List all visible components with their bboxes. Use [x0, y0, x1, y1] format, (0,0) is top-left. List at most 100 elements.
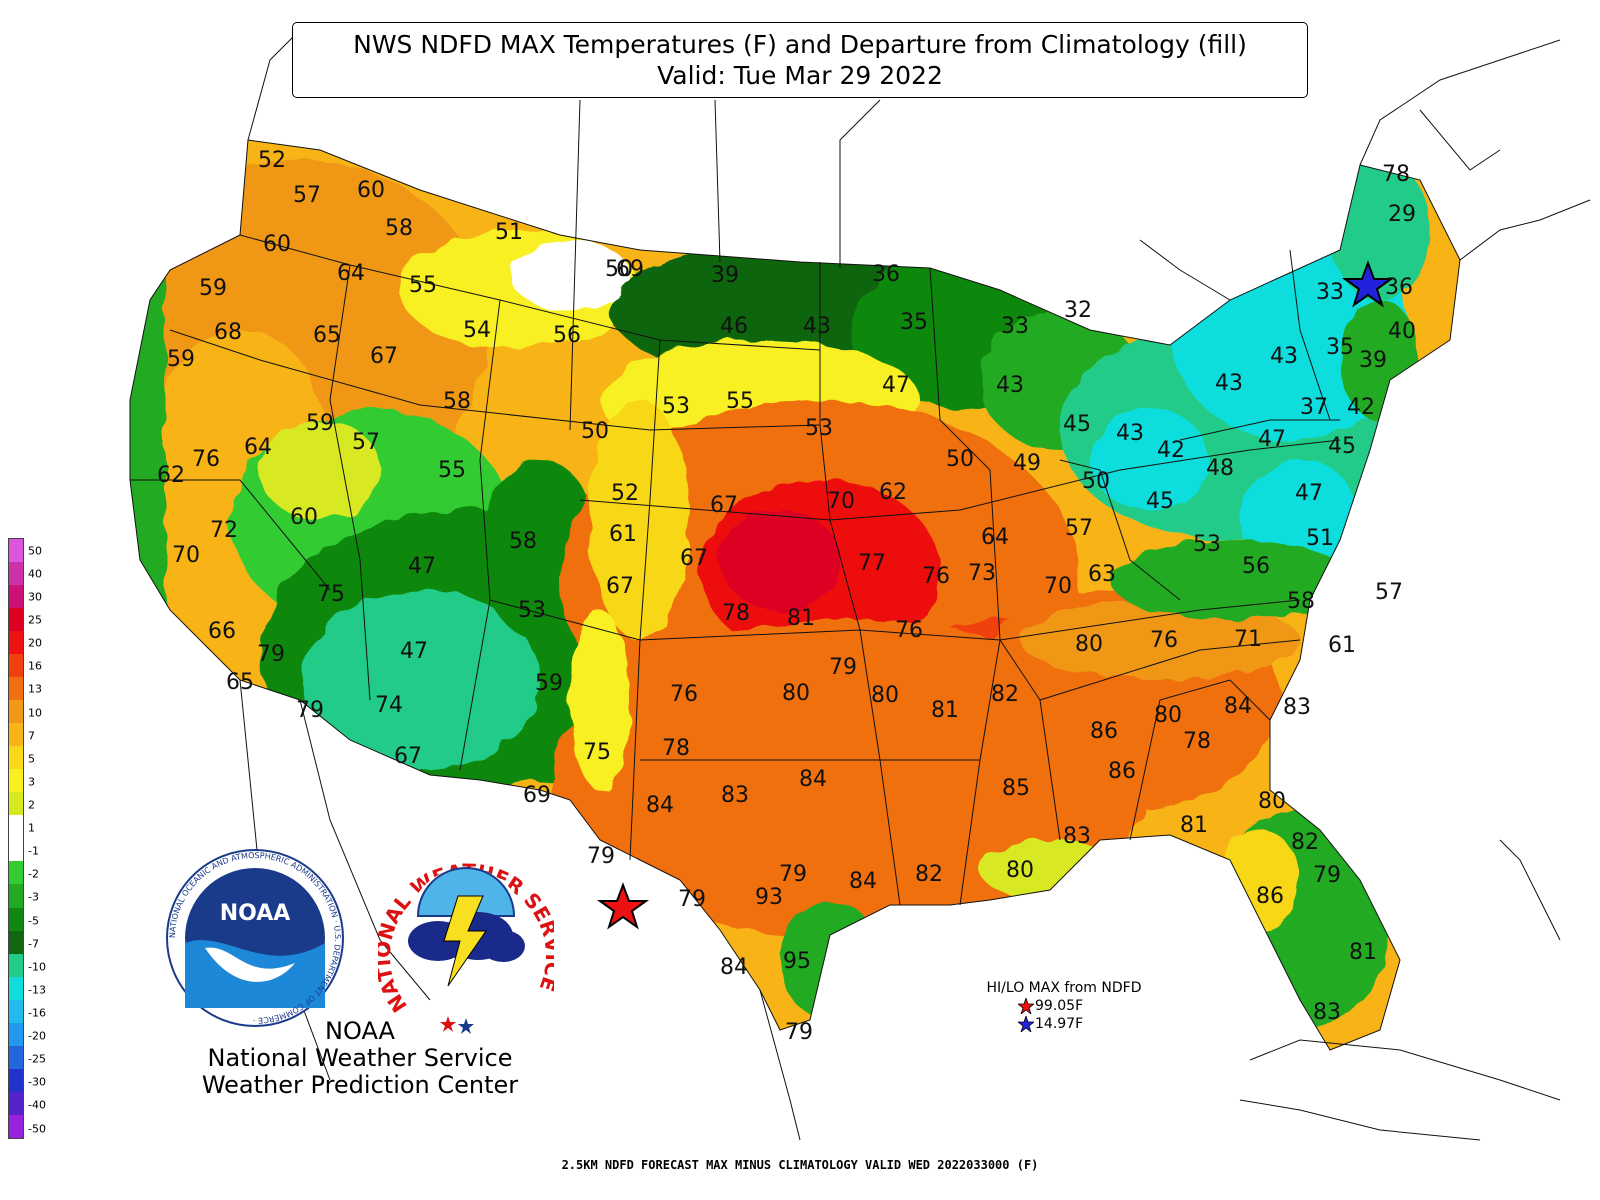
temp-label: 43: [803, 314, 831, 339]
temp-label: 45: [1328, 434, 1356, 459]
legend-swatch: [9, 907, 23, 931]
temp-label: 32: [1064, 298, 1092, 323]
hilo-low-value: 14.97F: [1035, 1016, 1084, 1032]
temp-label: 78: [722, 601, 750, 626]
temp-label: 79: [678, 887, 706, 912]
legend-tick-label: 40: [28, 567, 42, 581]
legend-swatch: [9, 723, 23, 747]
title-line-1: NWS NDFD MAX Temperatures (F) and Depart…: [353, 30, 1247, 59]
temp-label: 78: [1183, 729, 1211, 754]
temp-label: 78: [1382, 162, 1410, 187]
temp-label: 33: [1001, 314, 1029, 339]
legend-swatch: [9, 746, 23, 770]
temp-label: 36: [872, 262, 900, 287]
temp-label: 47: [408, 554, 436, 579]
temp-label: 76: [1150, 628, 1178, 653]
temp-label: 83: [1313, 1000, 1341, 1025]
legend-color-bar: [8, 538, 24, 1139]
temp-label: 85: [1002, 776, 1030, 801]
legend-tick-label: -20: [28, 1029, 46, 1043]
temp-label: 76: [895, 618, 923, 643]
temp-label: 59: [199, 276, 227, 301]
temp-label: 39: [711, 263, 739, 288]
legend-swatch: [9, 631, 23, 655]
temp-label: 50: [946, 447, 974, 472]
temp-label: 72: [210, 518, 238, 543]
temp-label: 79: [779, 862, 807, 887]
temp-label: 79: [587, 844, 615, 869]
temp-label: 33: [1316, 280, 1344, 305]
legend-swatch: [9, 861, 23, 885]
temp-label: 58: [1287, 589, 1315, 614]
temp-label: 65: [226, 670, 254, 695]
temp-label: 84: [720, 955, 748, 980]
temp-label: 79: [296, 698, 324, 723]
legend-tick-label: -3: [28, 890, 39, 904]
temp-label: 57: [1375, 580, 1403, 605]
legend-tick-label: -13: [28, 983, 46, 997]
temp-label: 67: [680, 546, 708, 571]
legend-swatch: [9, 953, 23, 977]
temp-label: 80: [1154, 703, 1182, 728]
temp-label: 57: [352, 430, 380, 455]
temp-label: 66: [208, 619, 236, 644]
temp-label: 80: [1075, 632, 1103, 657]
temp-label: 73: [968, 561, 996, 586]
temp-label: 77: [858, 551, 886, 576]
temp-label: 81: [931, 698, 959, 723]
temp-label: 47: [1258, 427, 1286, 452]
temp-label: 47: [400, 639, 428, 664]
temp-label: 56: [553, 323, 581, 348]
temp-label: 83: [1283, 695, 1311, 720]
temp-label: 71: [1234, 627, 1262, 652]
legend-swatch: [9, 1091, 23, 1115]
temp-label: 83: [1063, 824, 1091, 849]
legend-swatch: [9, 976, 23, 1000]
temp-label: 45: [1146, 489, 1174, 514]
legend-tick-label: -10: [28, 960, 46, 974]
temp-label: 55: [409, 273, 437, 298]
temp-label: 60: [357, 178, 385, 203]
legend-swatch: [9, 585, 23, 609]
hilo-high-row: 99.05F: [964, 997, 1164, 1015]
legend-tick-label: 25: [28, 613, 42, 627]
map-title: NWS NDFD MAX Temperatures (F) and Depart…: [292, 22, 1308, 98]
temp-label: 80: [782, 681, 810, 706]
temp-label: 65: [313, 323, 341, 348]
temp-label: 84: [849, 869, 877, 894]
legend-swatch: [9, 562, 23, 586]
temp-label: 79: [829, 655, 857, 680]
temp-label: 67: [370, 344, 398, 369]
low-star-icon: [1018, 1016, 1034, 1032]
footer-caption: 2.5KM NDFD FORECAST MAX MINUS CLIMATOLOG…: [561, 1158, 1039, 1172]
legend-swatch: [9, 1022, 23, 1046]
temp-label: 59: [535, 671, 563, 696]
legend-tick-label: -16: [28, 1006, 46, 1020]
temp-label: 40: [1388, 319, 1416, 344]
legend-swatch: [9, 769, 23, 793]
temp-label: 43: [1215, 371, 1243, 396]
temp-label: 76: [670, 682, 698, 707]
legend-tick-label: -5: [28, 914, 39, 928]
temp-label: 64: [337, 261, 365, 286]
temp-label: 86: [1256, 884, 1284, 909]
temp-label: 60: [290, 505, 318, 530]
temp-label: 64: [981, 525, 1009, 550]
noaa-logo: NOAA NATIONAL OCEANIC AND ATMOSPHERIC AD…: [166, 849, 344, 1027]
temp-label: 86: [1108, 759, 1136, 784]
legend-swatch: [9, 1068, 23, 1092]
temp-label: 43: [1270, 344, 1298, 369]
nws-star-icon: [440, 1016, 456, 1032]
temp-label: 39: [1359, 348, 1387, 373]
legend-tick-label: 16: [28, 659, 42, 673]
legend-tick-label: 7: [28, 729, 35, 743]
legend-swatch: [9, 930, 23, 954]
nws-star-icon-2: [458, 1018, 474, 1034]
temp-label: 67: [606, 574, 634, 599]
temp-label: 35: [1326, 335, 1354, 360]
temp-label: 57: [293, 183, 321, 208]
legend-swatch: [9, 838, 23, 862]
legend-swatch: [9, 608, 23, 632]
temp-label: 52: [611, 481, 639, 506]
temp-label: 47: [882, 373, 910, 398]
